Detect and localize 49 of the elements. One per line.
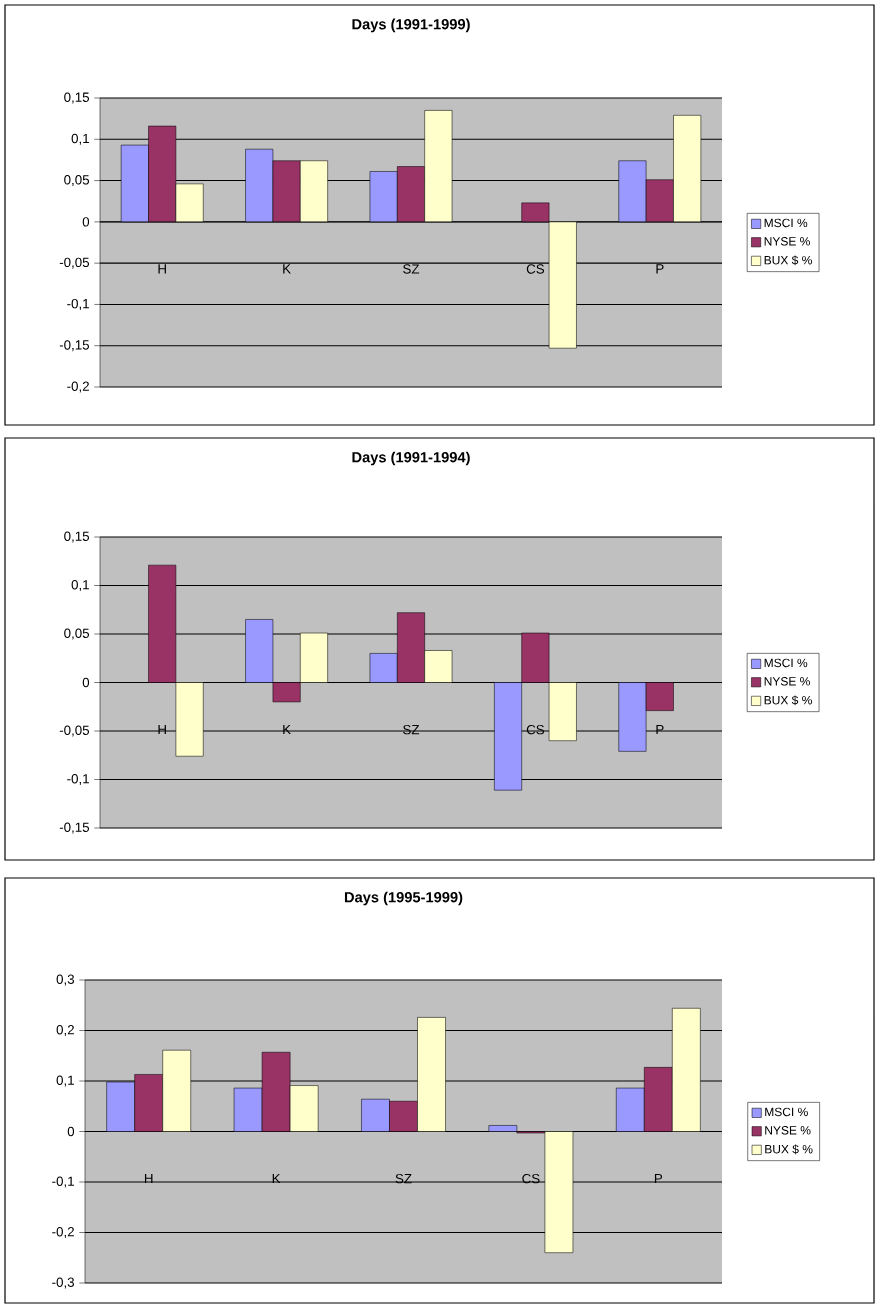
legend-label: BUX $ % <box>765 1144 813 1155</box>
x-tick-label: CS <box>526 264 545 274</box>
y-tick-label: -0,15 <box>59 822 90 834</box>
y-tick-label: 0,2 <box>56 1025 74 1037</box>
x-tick-label: CS <box>526 724 545 735</box>
y-tick-label: 0,1 <box>71 580 89 592</box>
y-tick-label: 0 <box>67 1126 75 1137</box>
y-tick-label: 0,3 <box>56 974 75 986</box>
chart-title: Days (1995-1999) <box>344 891 463 906</box>
x-tick-label: H <box>158 264 166 274</box>
x-tick-label: K <box>283 724 291 735</box>
legend-label: BUX $ % <box>764 255 812 266</box>
y-tick-label: 0,15 <box>64 92 90 104</box>
y-tick-label: 0,15 <box>64 531 90 543</box>
y-tick-label: 0 <box>82 217 90 227</box>
x-tick-label: P <box>656 264 664 274</box>
y-tick-label: 0 <box>82 677 90 688</box>
x-tick-label: SZ <box>403 724 420 735</box>
legend-label: NYSE % <box>765 1126 811 1135</box>
x-tick-label: K <box>272 1173 281 1184</box>
y-tick-label: -0,05 <box>59 725 90 737</box>
x-tick-label: H <box>158 724 166 735</box>
y-tick-label: 0,1 <box>71 133 89 145</box>
x-tick-label: P <box>656 724 664 735</box>
legend-label: MSCI % <box>764 658 808 668</box>
y-tick-label: 0,1 <box>56 1075 74 1087</box>
y-tick-label: -0,15 <box>59 340 90 352</box>
y-tick-label: -0,05 <box>59 257 90 269</box>
x-tick-label: SZ <box>395 1173 412 1184</box>
chart-title: Days (1991-1999) <box>352 18 470 33</box>
y-tick-label: 0,05 <box>64 175 90 187</box>
y-tick-label: -0,2 <box>67 381 89 393</box>
legend-label: BUX $ % <box>764 695 812 706</box>
legend-label: NYSE % <box>764 237 810 246</box>
y-tick-label: -0,1 <box>67 774 89 786</box>
x-tick-label: SZ <box>403 264 420 274</box>
legend-label: MSCI % <box>764 218 808 228</box>
y-tick-label: -0,2 <box>52 1227 74 1239</box>
legend-label: NYSE % <box>764 677 810 686</box>
x-tick-label: K <box>283 264 291 274</box>
y-tick-label: 0,05 <box>64 628 90 640</box>
y-tick-label: -0,1 <box>67 298 89 310</box>
chart-title: Days (1991-1994) <box>352 451 470 466</box>
y-tick-label: -0,3 <box>52 1277 75 1289</box>
x-tick-label: CS <box>522 1173 540 1184</box>
x-tick-label: P <box>654 1173 663 1184</box>
legend-label: MSCI % <box>765 1107 808 1117</box>
x-tick-label: H <box>144 1173 153 1184</box>
y-tick-label: -0,1 <box>52 1176 74 1188</box>
